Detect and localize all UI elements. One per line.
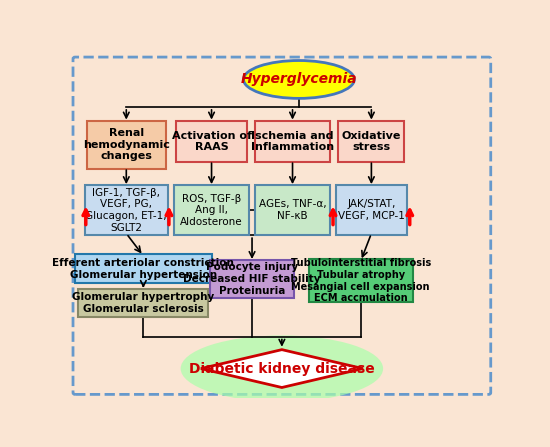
Text: Hyperglycemia: Hyperglycemia xyxy=(240,72,358,86)
Text: ROS, TGF-β
Ang II,
Aldosterone: ROS, TGF-β Ang II, Aldosterone xyxy=(180,194,243,227)
Text: IGF-1, TGF-β,
VEGF, PG,
Glucagon, ET-1,
SGLT2: IGF-1, TGF-β, VEGF, PG, Glucagon, ET-1, … xyxy=(85,188,167,232)
FancyBboxPatch shape xyxy=(73,57,491,394)
FancyBboxPatch shape xyxy=(177,121,247,162)
FancyBboxPatch shape xyxy=(255,121,330,162)
FancyBboxPatch shape xyxy=(309,259,413,302)
Text: Diabetic kidney disease: Diabetic kidney disease xyxy=(189,362,375,375)
FancyBboxPatch shape xyxy=(336,186,406,235)
FancyBboxPatch shape xyxy=(87,121,166,169)
FancyBboxPatch shape xyxy=(211,260,294,298)
FancyBboxPatch shape xyxy=(174,186,249,235)
Text: Glomerular hypertrophy
Glomerular sclerosis: Glomerular hypertrophy Glomerular sclero… xyxy=(72,292,214,314)
Text: Tubulointerstitial fibrosis
Tubular atrophy
Mesangial cell expansion
ECM accmula: Tubulointerstitial fibrosis Tubular atro… xyxy=(290,258,431,303)
FancyBboxPatch shape xyxy=(75,254,212,283)
Text: Efferent arteriolar constriction
Glomerular hypertension: Efferent arteriolar constriction Glomeru… xyxy=(52,258,234,279)
Text: Oxidative
stress: Oxidative stress xyxy=(342,131,401,152)
Polygon shape xyxy=(201,350,363,388)
Text: Ischemia and
Inflammation: Ischemia and Inflammation xyxy=(251,131,334,152)
Text: JAK/STAT,
VEGF, MCP-1: JAK/STAT, VEGF, MCP-1 xyxy=(338,199,405,221)
Ellipse shape xyxy=(244,60,354,98)
Text: Activation of
RAAS: Activation of RAAS xyxy=(172,131,251,152)
Text: Podocyte injury
Decreased HIF stability
Proteinuria: Podocyte injury Decreased HIF stability … xyxy=(183,262,321,295)
FancyBboxPatch shape xyxy=(255,186,330,235)
FancyBboxPatch shape xyxy=(85,186,168,235)
FancyBboxPatch shape xyxy=(338,121,404,162)
Ellipse shape xyxy=(180,335,383,402)
Text: Renal
hemodynamic
changes: Renal hemodynamic changes xyxy=(83,128,170,161)
FancyBboxPatch shape xyxy=(78,289,208,317)
Text: AGEs, TNF-α,
NF-κB: AGEs, TNF-α, NF-κB xyxy=(258,199,326,221)
